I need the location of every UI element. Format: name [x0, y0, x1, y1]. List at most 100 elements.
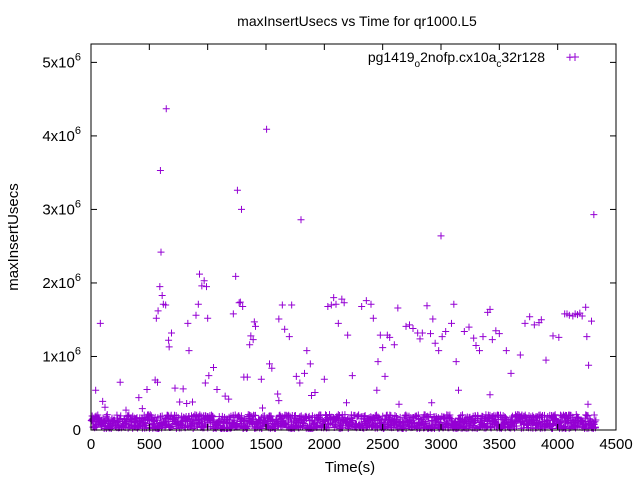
data-point	[266, 360, 273, 368]
data-point	[470, 334, 478, 342]
data-point	[101, 403, 109, 411]
legend-label-part: 2nofp.cx10a	[420, 49, 496, 65]
y-tick-label: 1x106	[42, 345, 81, 365]
data-point	[438, 333, 446, 341]
data-point	[157, 248, 165, 256]
y-tick-label-base: 2x10	[42, 275, 75, 292]
data-point	[285, 333, 293, 341]
legend-label-subscript: o	[415, 59, 421, 70]
data-point	[395, 400, 403, 408]
chart-title: maxInsertUsecs vs Time for qr1000.L5	[237, 13, 477, 29]
data-point	[213, 386, 221, 394]
data-point-baseline	[248, 412, 256, 420]
data-point	[542, 356, 550, 364]
data-point	[332, 300, 340, 308]
data-point	[526, 313, 534, 321]
data-point	[394, 304, 402, 312]
data-point	[196, 270, 203, 278]
data-point	[306, 360, 314, 368]
data-point	[268, 364, 276, 372]
data-point	[250, 318, 258, 326]
data-point	[320, 375, 328, 383]
data-point-baseline	[117, 412, 125, 420]
data-point-baseline	[219, 423, 227, 431]
data-point	[303, 347, 311, 355]
data-point-baseline	[508, 412, 516, 420]
data-point	[585, 361, 593, 369]
data-point	[198, 282, 206, 290]
data-point	[369, 314, 377, 322]
data-point	[275, 397, 283, 405]
data-point	[275, 315, 283, 323]
data-point	[229, 310, 237, 318]
data-point	[154, 378, 161, 386]
data-point	[452, 358, 460, 366]
data-point	[423, 302, 431, 310]
data-point	[259, 404, 266, 412]
data-point	[588, 317, 595, 325]
data-point	[416, 335, 424, 343]
data-point	[184, 319, 192, 327]
data-point	[162, 105, 170, 113]
data-point-baseline	[125, 411, 133, 419]
data-point-baseline	[321, 423, 329, 431]
data-point-baseline	[512, 422, 520, 430]
data-point-baseline	[189, 424, 197, 432]
data-point	[257, 375, 265, 383]
data-point	[460, 327, 468, 335]
data-point	[201, 379, 209, 387]
data-point-baseline	[113, 411, 121, 419]
x-axis-label: Time(s)	[325, 459, 375, 476]
y-tick-label-exponent: 6	[75, 125, 81, 137]
data-point	[530, 321, 538, 329]
data-point	[390, 341, 398, 349]
data-point	[428, 399, 436, 407]
data-point-baseline	[146, 411, 154, 419]
x-tick-label: 3000	[424, 436, 457, 453]
data-point	[122, 406, 130, 414]
x-tick-label: 1500	[249, 436, 282, 453]
data-point	[246, 341, 254, 349]
legend-label: pg1419o2nofp.cx10ac32r128	[368, 49, 545, 70]
data-point	[450, 300, 458, 308]
data-point-baseline	[446, 411, 454, 419]
data-point-baseline	[258, 425, 266, 433]
data-point	[358, 302, 366, 310]
data-point	[479, 333, 487, 341]
data-point	[376, 331, 384, 339]
data-point-baseline	[590, 411, 598, 419]
data-point	[442, 327, 450, 335]
y-tick-label: 0	[73, 422, 81, 439]
x-tick-label: 2000	[308, 436, 341, 453]
data-point	[472, 341, 480, 349]
data-point	[367, 300, 375, 308]
y-tick-label-exponent: 6	[75, 51, 81, 63]
data-point	[179, 385, 187, 393]
data-point	[194, 300, 202, 308]
data-point	[274, 390, 282, 398]
data-point-baseline	[548, 424, 556, 432]
data-point	[437, 232, 445, 240]
y-tick-label: 2x106	[42, 272, 81, 292]
data-point	[200, 277, 208, 285]
data-point	[263, 125, 271, 133]
data-point	[99, 397, 107, 405]
data-point	[582, 303, 590, 311]
data-point	[297, 216, 305, 224]
data-point-baseline	[391, 411, 399, 419]
data-point	[465, 323, 473, 331]
y-tick-label-exponent: 6	[75, 272, 81, 284]
data-point	[143, 386, 151, 394]
data-point	[205, 372, 213, 380]
data-point-baseline	[251, 412, 259, 420]
data-point-baseline	[242, 424, 250, 432]
legend-marker	[571, 53, 579, 61]
data-point	[278, 301, 286, 309]
plot-area	[87, 53, 600, 433]
data-point	[236, 298, 244, 306]
data-point	[343, 399, 350, 407]
data-point	[418, 329, 426, 337]
data-point	[578, 312, 586, 320]
